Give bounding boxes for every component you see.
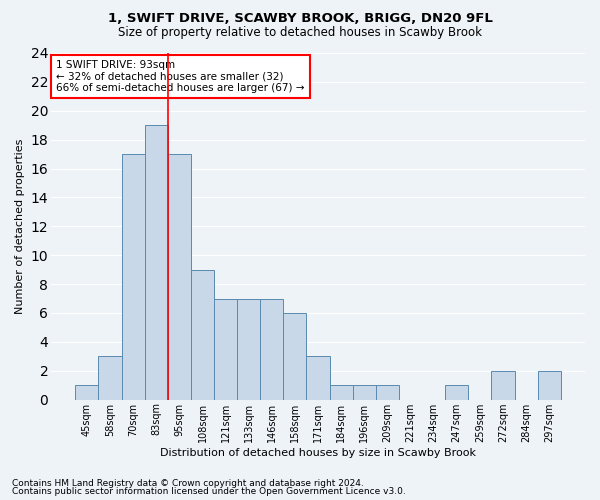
Bar (445, 385, 468, 400)
Bar (168, 154, 191, 400)
Bar (260, 298, 283, 400)
Bar (76, 385, 98, 400)
Bar (376, 385, 399, 400)
Text: Contains HM Land Registry data © Crown copyright and database right 2024.: Contains HM Land Registry data © Crown c… (12, 478, 364, 488)
Bar (214, 298, 237, 400)
Bar (353, 385, 376, 400)
Text: 1 SWIFT DRIVE: 93sqm
← 32% of detached houses are smaller (32)
66% of semi-detac: 1 SWIFT DRIVE: 93sqm ← 32% of detached h… (56, 60, 305, 93)
X-axis label: Distribution of detached houses by size in Scawby Brook: Distribution of detached houses by size … (160, 448, 476, 458)
Text: Size of property relative to detached houses in Scawby Brook: Size of property relative to detached ho… (118, 26, 482, 39)
Bar (307, 356, 329, 400)
Text: Contains public sector information licensed under the Open Government Licence v3: Contains public sector information licen… (12, 487, 406, 496)
Y-axis label: Number of detached properties: Number of detached properties (15, 138, 25, 314)
Bar (145, 125, 168, 400)
Bar (191, 270, 214, 400)
Bar (329, 385, 353, 400)
Bar (98, 356, 122, 400)
Bar (122, 154, 145, 400)
Bar (283, 313, 307, 400)
Text: 1, SWIFT DRIVE, SCAWBY BROOK, BRIGG, DN20 9FL: 1, SWIFT DRIVE, SCAWBY BROOK, BRIGG, DN2… (107, 12, 493, 26)
Bar (237, 298, 260, 400)
Bar (491, 371, 515, 400)
Bar (538, 371, 561, 400)
